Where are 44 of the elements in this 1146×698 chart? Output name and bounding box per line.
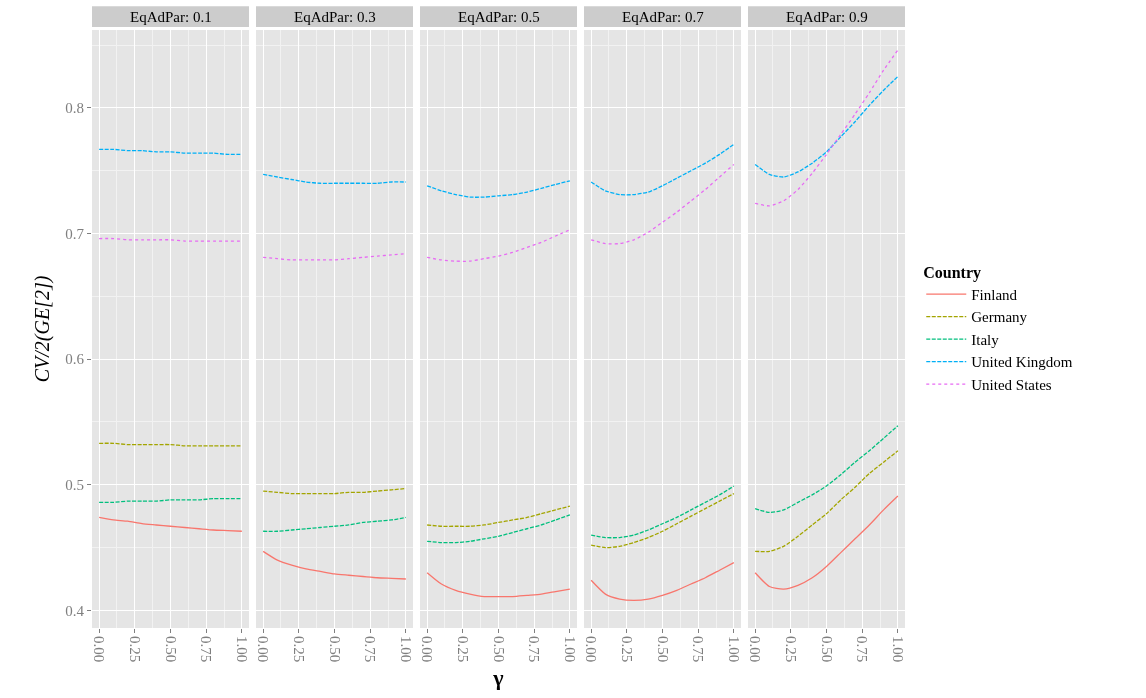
- chart-title: EqAdPar: 0.1: [130, 9, 212, 25]
- chart-title: EqAdPar: 0.3: [294, 9, 376, 25]
- chart-title: EqAdPar: 0.9: [786, 9, 868, 25]
- x-tick-label: 1.00: [397, 636, 414, 663]
- x-tick-label: 0.00: [583, 636, 600, 663]
- x-tick-label: 1.00: [725, 636, 742, 663]
- x-tick-label: 1.00: [561, 636, 578, 663]
- x-tick-label: 0.75: [690, 636, 707, 663]
- x-tick-label: 0.25: [290, 636, 307, 663]
- chart-title: EqAdPar: 0.5: [458, 9, 540, 25]
- x-tick-label: 0.50: [162, 636, 179, 663]
- x-tick-label: 0.75: [526, 636, 543, 663]
- y-tick-label: 0.4: [65, 602, 85, 619]
- y-tick-label: 0.5: [65, 477, 84, 494]
- legend-title: Country: [923, 263, 982, 282]
- x-tick-label: 0.50: [326, 636, 343, 663]
- x-tick-label: 0.00: [747, 636, 764, 663]
- chart-title: EqAdPar: 0.7: [622, 9, 705, 25]
- x-tick-label: 0.25: [126, 636, 143, 663]
- x-tick-label: 0.50: [654, 636, 671, 663]
- legend-label: United Kingdom: [971, 354, 1073, 371]
- x-tick-label: 0.00: [91, 636, 108, 663]
- x-tick-label: 0.00: [419, 636, 436, 663]
- x-tick-label: 0.50: [818, 636, 835, 663]
- y-tick-label: 0.8: [65, 100, 84, 117]
- legend-label: Finland: [971, 286, 1018, 303]
- x-tick-label: 1.00: [233, 636, 250, 663]
- x-tick-label: 0.50: [490, 636, 507, 663]
- y-axis-title: CV/2(GE[2]): [30, 275, 54, 383]
- y-tick-label: 0.7: [65, 225, 85, 242]
- x-tick-label: 0.75: [854, 636, 871, 663]
- legend-label: Germany: [971, 309, 1028, 326]
- x-tick-label: 0.25: [618, 636, 635, 663]
- x-tick-label: 0.75: [362, 636, 379, 663]
- legend-label: Italy: [971, 331, 1000, 348]
- x-tick-label: 0.75: [198, 636, 215, 663]
- legend-label: United States: [971, 376, 1052, 393]
- x-tick-label: 1.00: [889, 636, 906, 663]
- x-axis-title: γ: [492, 665, 504, 691]
- y-tick-label: 0.6: [65, 351, 85, 368]
- x-tick-label: 0.25: [782, 636, 799, 663]
- line-series: [98, 516, 243, 532]
- x-tick-label: 0.00: [255, 636, 272, 663]
- x-tick-label: 0.25: [454, 636, 471, 663]
